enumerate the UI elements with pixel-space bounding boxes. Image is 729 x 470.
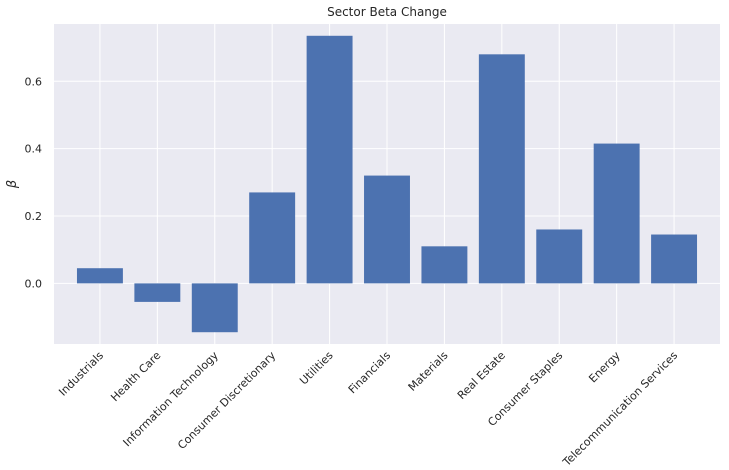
bar-telecommunication-services	[651, 234, 698, 284]
x-tick-label: Energy	[586, 349, 623, 386]
bar-energy	[593, 143, 640, 284]
x-tick-label: Health Care	[108, 349, 163, 404]
bar-information-technology	[191, 283, 238, 333]
x-tick-label: Industrials	[56, 349, 106, 399]
x-tick-label: Utilities	[297, 349, 336, 388]
bar-real-estate	[478, 54, 525, 284]
x-tick-label: Information Technology	[121, 349, 222, 450]
bar-industrials	[76, 268, 123, 284]
bar-materials	[421, 246, 468, 284]
bar-consumer-staples	[536, 229, 583, 284]
y-tick-label: 0.0	[25, 277, 43, 290]
bar-consumer-discretionary	[249, 192, 296, 284]
x-tick-label: Telecommunication Services	[560, 349, 681, 470]
y-axis-ticks: 0.0 0.2 0.4 0.6	[25, 75, 43, 290]
bar-health-care	[134, 283, 181, 302]
x-tick-label: Consumer Discretionary	[175, 349, 278, 452]
bar-utilities	[306, 35, 353, 284]
y-tick-label: 0.6	[25, 75, 43, 88]
x-tick-label: Real Estate	[455, 349, 508, 402]
bar-series	[76, 35, 698, 333]
y-tick-label: 0.4	[25, 143, 43, 156]
chart-title: Sector Beta Change	[327, 5, 447, 19]
y-axis-label: β	[5, 180, 20, 189]
x-tick-label: Financials	[346, 349, 393, 396]
bar-financials	[364, 175, 410, 284]
x-tick-label: Materials	[406, 349, 451, 394]
y-tick-label: 0.2	[25, 210, 43, 223]
